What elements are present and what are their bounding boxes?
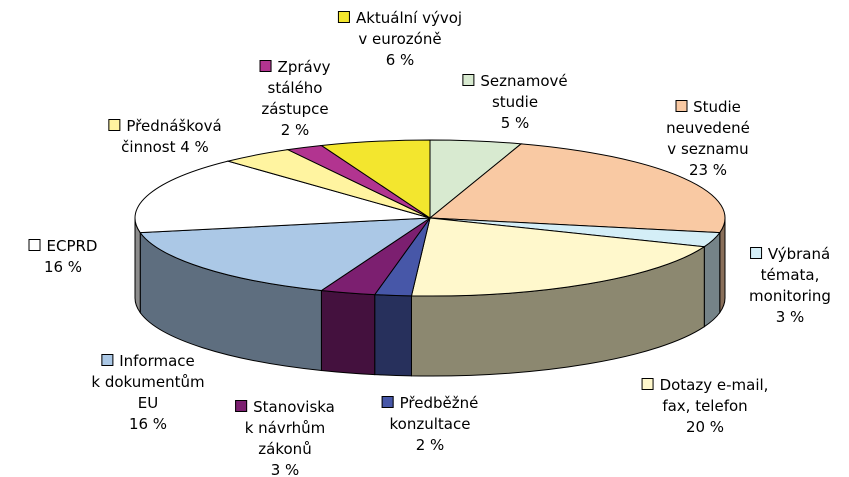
pie-slice	[410, 217, 706, 297]
slice-label: Aktuální vývoj v eurozóně 6 %	[337, 8, 463, 71]
pie-slice	[319, 139, 431, 219]
slice-value: 4 %	[180, 138, 209, 156]
slice-label: Seznamové studie 5 %	[462, 71, 568, 134]
legend-swatch	[28, 239, 41, 251]
legend-swatch	[337, 11, 350, 23]
slice-name: Předběžné konzultace	[389, 394, 479, 433]
legend-swatch	[259, 60, 272, 72]
legend-swatch	[235, 400, 248, 412]
slice-label: ECPRD 16 %	[28, 236, 98, 278]
slice-label: Stanoviska k návrhům zákonů 3 %	[235, 397, 335, 477]
pie-side	[703, 231, 721, 328]
legend-swatch	[462, 74, 475, 86]
slice-name: Studie neuvedené v seznamu	[666, 98, 750, 158]
pie-slice	[139, 217, 432, 292]
slice-name: Stanoviska k návrhům zákonů	[244, 398, 335, 458]
slice-value: 16 %	[43, 258, 83, 276]
legend-swatch	[749, 247, 762, 259]
pie-tops	[134, 139, 726, 297]
slice-name: Přednášková činnost	[121, 117, 222, 156]
slice-label: Studie neuvedené v seznamu 23 %	[638, 97, 779, 181]
slice-value: 5 %	[500, 114, 530, 132]
slice-value: 6 %	[385, 51, 415, 69]
slice-name: ECPRD	[46, 237, 98, 255]
slice-name: Informace k dokumentům EU	[91, 352, 205, 412]
slice-value: 20 %	[685, 418, 725, 436]
pie-side	[374, 294, 412, 377]
slice-label: Předběžné konzultace 2 %	[381, 393, 479, 456]
slice-label: Informace k dokumentům EU 16 %	[91, 351, 204, 435]
slice-name: Aktuální vývoj v eurozóně	[355, 9, 463, 48]
slice-label: Dotazy e-mail, fax, telefon 20 %	[641, 375, 769, 438]
pie-side	[320, 289, 376, 376]
slice-name: Výbraná témata, monitoring	[749, 245, 831, 305]
legend-swatch	[675, 100, 688, 112]
slice-label: Zprávy stálého zástupce 2 %	[259, 57, 331, 141]
pie-slice	[134, 160, 431, 234]
slice-label: Přednášková činnost 4 %	[108, 116, 222, 158]
slice-value: 2 %	[280, 121, 310, 139]
legend-swatch	[381, 396, 394, 408]
pie-sides	[134, 217, 726, 377]
slice-name: Zprávy stálého zástupce	[261, 58, 331, 118]
slice-value: 16 %	[128, 415, 168, 433]
slice-value: 2 %	[415, 436, 445, 454]
slice-value: 3 %	[775, 308, 805, 326]
legend-swatch	[108, 119, 121, 131]
slice-value: 23 %	[688, 161, 728, 179]
slice-label: Výbraná témata, monitoring 3 %	[749, 244, 831, 328]
slice-name: Seznamové studie	[480, 72, 568, 111]
slice-value: 3 %	[270, 461, 300, 477]
pie-slice	[428, 143, 726, 234]
legend-swatch	[641, 378, 654, 390]
slice-name: Dotazy e-mail, fax, telefon	[659, 376, 769, 415]
legend-swatch	[101, 354, 114, 366]
